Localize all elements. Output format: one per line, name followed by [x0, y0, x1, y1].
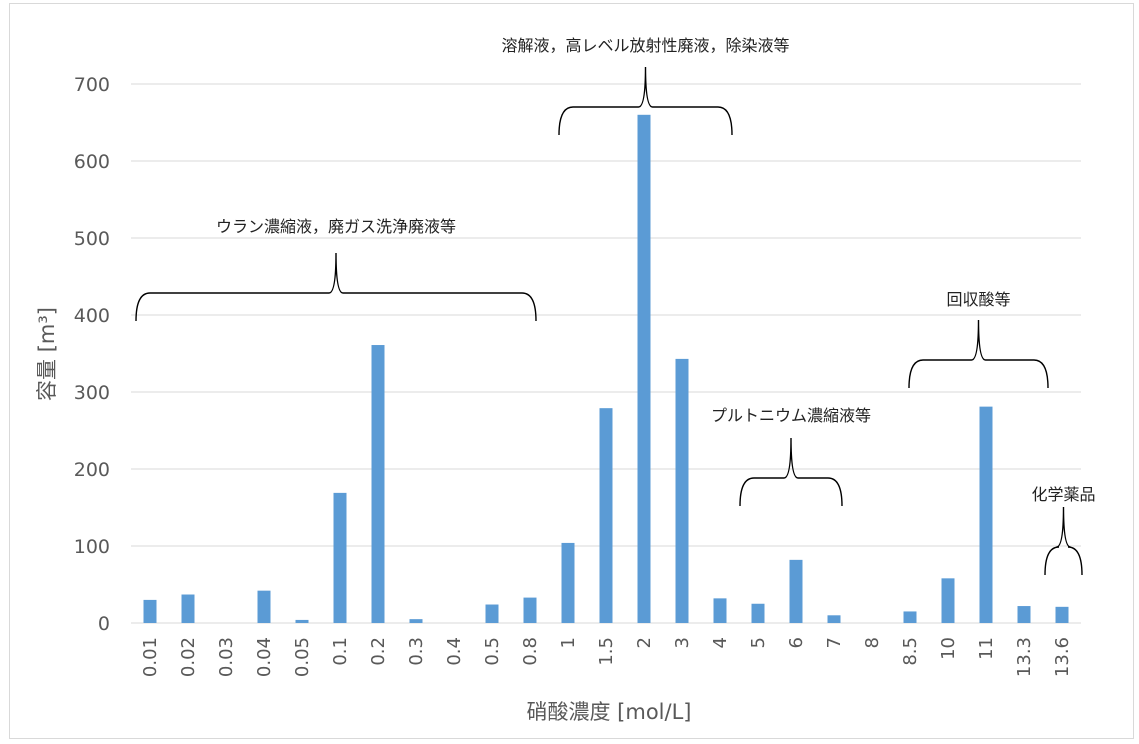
y-tick-labels: 0 100 200 300 400 500 600 700 [74, 74, 110, 635]
x-tick-label: 1.5 [596, 637, 617, 666]
x-tick-label: 5 [748, 637, 769, 648]
annotation-bracket [1044, 506, 1083, 576]
x-tick-label: 0.3 [406, 637, 427, 666]
bar [675, 358, 689, 623]
y-tick-label: 600 [74, 151, 110, 173]
bar [751, 603, 765, 623]
bar [1055, 606, 1069, 623]
annotation-label: 回収酸等 [946, 290, 1010, 309]
x-tick-label: 0.01 [140, 637, 161, 677]
bar [599, 408, 613, 623]
y-tick-label: 500 [74, 228, 110, 250]
x-tick-label: 13.3 [1014, 637, 1035, 677]
x-tick-label: 8.5 [900, 637, 921, 666]
annotation-label: プルトニウム濃縮液等 [711, 406, 871, 425]
bar [181, 594, 195, 623]
y-tick-label: 700 [74, 74, 110, 96]
x-tick-label: 0.02 [178, 637, 199, 677]
bar [903, 611, 917, 623]
y-tick-label: 200 [74, 459, 110, 481]
x-tick-label: 11 [976, 637, 997, 660]
x-tick-label: 0.05 [292, 637, 313, 677]
annotation-bracket [558, 66, 733, 136]
x-tick-label: 2 [634, 637, 655, 648]
annotation-label: 化学薬品 [1031, 485, 1095, 504]
bars [143, 114, 1069, 624]
y-tick-label: 300 [74, 382, 110, 404]
bar [409, 619, 423, 623]
grid-lines [131, 83, 1081, 624]
x-tick-label: 0.8 [520, 637, 541, 666]
bar [1017, 606, 1031, 623]
bar [713, 598, 727, 623]
bar [941, 578, 955, 623]
annotation-bracket [739, 437, 843, 507]
bar [333, 492, 347, 623]
y-tick-label: 100 [74, 536, 110, 558]
bar [561, 542, 575, 623]
bar [143, 599, 157, 623]
annotation-label: 溶解液，高レベル放射性廃液，除染液等 [501, 36, 789, 55]
x-tick-label: 0.4 [444, 637, 465, 666]
bar [637, 114, 651, 624]
x-tick-label: 3 [672, 637, 693, 648]
annotation-bracket [135, 252, 537, 322]
x-tick-labels: 0.01 0.02 0.03 0.04 0.05 0.1 0.2 0.3 0.4 0.5 0.8 1 1… [140, 637, 1073, 677]
x-tick-label: 13.6 [1052, 637, 1073, 677]
x-axis-title: 硝酸濃度 [mol/L] [527, 700, 692, 724]
y-tick-label: 0 [98, 613, 110, 635]
y-tick-label: 400 [74, 305, 110, 327]
x-tick-label: 7 [824, 637, 845, 648]
bar [485, 604, 499, 623]
bar [523, 597, 537, 623]
bar [979, 406, 993, 623]
x-tick-label: 0.2 [368, 637, 389, 666]
x-tick-label: 4 [710, 637, 731, 648]
x-tick-label: 0.5 [482, 637, 503, 666]
x-tick-label: 0.04 [254, 637, 275, 677]
bar [295, 619, 309, 623]
chart-frame [9, 3, 1134, 739]
annotations: ウラン濃縮液，廃ガス洗浄廃液等 溶解液，高レベル放射性廃液，除染液等プルトニウム濃… [135, 36, 1096, 576]
annotation-label: ウラン濃縮液，廃ガス洗浄廃液等 [216, 217, 456, 236]
x-tick-label: 10 [938, 637, 959, 660]
bar [827, 615, 841, 623]
bar [371, 345, 385, 623]
x-tick-label: 6 [786, 637, 807, 648]
x-tick-label: 0.1 [330, 637, 351, 666]
y-axis-title: 容量 [m³] [35, 307, 59, 401]
x-tick-label: 0.03 [216, 637, 237, 677]
bar [257, 590, 271, 623]
x-tick-label: 8 [862, 637, 883, 648]
x-tick-label: 1 [558, 637, 579, 648]
bar [789, 559, 803, 623]
annotation-bracket [908, 319, 1049, 389]
